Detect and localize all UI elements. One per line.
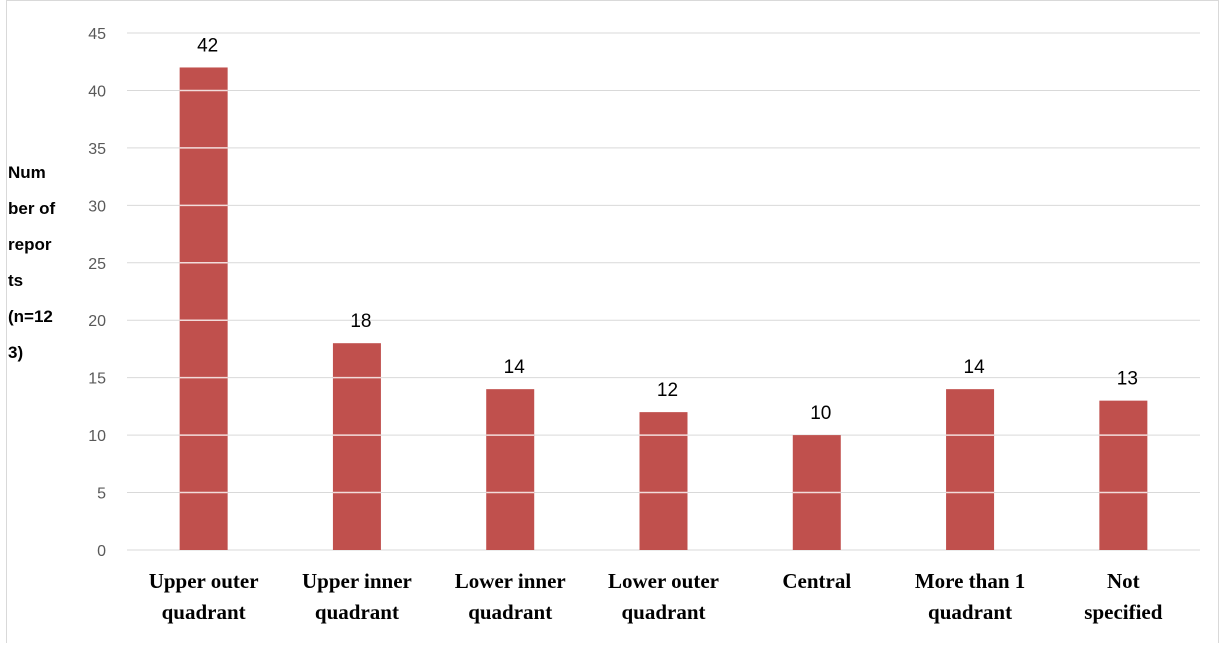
y-axis-label-line: (n=12 <box>8 307 53 326</box>
y-tick-label: 35 <box>88 141 106 158</box>
data-label: 12 <box>657 380 678 401</box>
x-tick-label: quadrant <box>468 600 552 624</box>
data-label: 18 <box>350 311 371 332</box>
data-label: 10 <box>810 403 831 424</box>
x-tick-label: Upper inner <box>302 569 412 593</box>
y-tick-label: 20 <box>88 313 106 330</box>
data-label: 13 <box>1117 369 1138 390</box>
bar <box>486 389 535 550</box>
y-tick-label: 40 <box>88 83 106 100</box>
data-label: 14 <box>964 357 986 378</box>
y-tick-label: 30 <box>88 198 106 215</box>
y-tick-label: 5 <box>97 486 106 503</box>
y-tick-label: 10 <box>88 428 106 445</box>
x-tick-label: quadrant <box>928 600 1012 624</box>
x-tick-label: specified <box>1084 600 1162 624</box>
y-tick-label: 0 <box>97 543 106 560</box>
bar <box>1099 400 1148 550</box>
x-tick-label: Lower inner <box>455 569 566 593</box>
x-tick-label: Not <box>1107 569 1140 593</box>
y-axis-label-line: Num <box>8 163 46 182</box>
bar <box>946 389 995 550</box>
y-tick-label: 15 <box>88 371 106 388</box>
bar <box>639 412 688 550</box>
y-axis-label: Num ber of repor ts (n=12 3) <box>8 155 74 371</box>
y-tick-label: 25 <box>88 256 106 273</box>
data-label: 14 <box>504 357 526 378</box>
x-tick-label: More than 1 <box>915 569 1025 593</box>
x-tick-label: quadrant <box>315 600 399 624</box>
bar <box>332 343 381 550</box>
x-tick-label: Upper outer <box>149 569 259 593</box>
data-label: 42 <box>197 35 218 56</box>
x-tick-label: Lower outer <box>608 569 719 593</box>
y-axis-label-line: 3) <box>8 343 24 362</box>
y-axis-label-line: ber of <box>8 199 56 218</box>
x-tick-label: Central <box>782 569 851 593</box>
y-axis-label-line: ts <box>8 271 24 290</box>
chart-frame <box>6 0 1219 643</box>
x-tick-label: quadrant <box>162 600 246 624</box>
bar <box>179 67 228 550</box>
y-tick-label: 45 <box>88 26 106 43</box>
y-axis-label-line: repor <box>8 235 52 254</box>
x-tick-label: quadrant <box>621 600 705 624</box>
